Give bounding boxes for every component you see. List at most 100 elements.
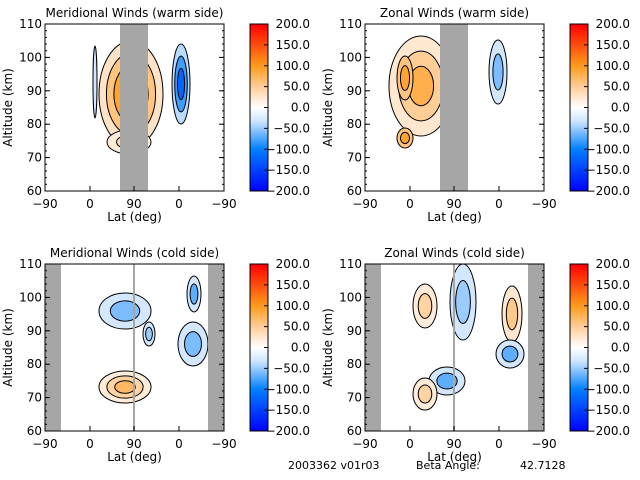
contour-negative [189, 283, 199, 305]
x-tick-label: 90 [126, 197, 141, 211]
colorbar-tick-label: 50.0 [603, 320, 630, 334]
y-tick-label: 100 [19, 290, 42, 304]
y-tick-label: 60 [347, 424, 362, 438]
colorbar-tick-label: −50.0 [273, 121, 310, 135]
x-tick-label: 0 [86, 197, 94, 211]
chart-title: Meridional Winds (cold side) [50, 246, 219, 260]
colorbar-tick-label: 200.0 [596, 17, 630, 31]
y-axis-label: Altitude (km) [321, 308, 335, 387]
colorbar-tick-label: 0.0 [611, 101, 630, 115]
colorbar-tick-label: 50.0 [283, 320, 310, 334]
y-tick-label: 80 [347, 357, 362, 371]
colorbar-tick-label: −150.0 [266, 403, 310, 417]
contour-layer [412, 264, 525, 411]
colorbar-tick-label: 150.0 [276, 38, 310, 52]
contour-positive [417, 384, 433, 404]
colorbar-tick-label: 0.0 [291, 341, 310, 355]
x-tick-label: 90 [126, 437, 141, 451]
colorbar-tick-label: 0.0 [611, 341, 630, 355]
data-gap-mask [45, 264, 61, 431]
y-tick-label: 90 [27, 84, 42, 98]
data-gap-mask [365, 264, 381, 431]
y-axis-label: Altitude (km) [321, 68, 335, 147]
colorbar-tick-label: −100.0 [266, 382, 310, 396]
contour-positive [417, 293, 433, 319]
y-tick-label: 100 [339, 290, 362, 304]
chart-title: Zonal Winds (cold side) [384, 246, 525, 260]
chart-panel: 60 70 80 90 100 110 −90 0 90 0 −90 Meridional Winds… [1, 246, 310, 464]
y-tick-label: 110 [19, 17, 42, 31]
contour-negative [176, 67, 186, 101]
contour-negative [109, 300, 141, 322]
contour-negative [492, 53, 504, 91]
y-tick-label: 90 [347, 324, 362, 338]
colorbar-tick-label: −100.0 [586, 142, 630, 156]
colorbar-tick-label: −150.0 [586, 403, 630, 417]
y-tick-label: 110 [19, 257, 42, 271]
contour-negative [552, 82, 568, 122]
colorbar-tick-label: 100.0 [596, 59, 630, 73]
contour-negative [246, 324, 250, 363]
x-tick-label: 0 [406, 437, 414, 451]
data-gap-mask [208, 264, 224, 431]
x-tick-label: −90 [211, 437, 236, 451]
chart-panel: 60 70 80 90 100 110 −90 0 90 0 −90 Zonal Winds (war… [321, 6, 630, 224]
y-tick-label: 100 [339, 50, 362, 64]
beta-angle-value: 42.7128 [520, 459, 566, 472]
x-tick-label: −90 [211, 197, 236, 211]
y-tick-label: 60 [347, 184, 362, 198]
contour-positive [399, 65, 411, 91]
contour-negative [92, 45, 98, 119]
colorbar-tick-label: −100.0 [586, 382, 630, 396]
colorbar-tick-label: −150.0 [586, 163, 630, 177]
chart-panel: 60 70 80 90 100 110 −90 0 90 0 −90 Meridional Winds… [1, 6, 310, 224]
contour-positive [399, 131, 411, 145]
colorbar-tick-label: 0.0 [291, 101, 310, 115]
y-tick-label: 60 [27, 424, 42, 438]
colorbar-tick-label: 150.0 [596, 38, 630, 52]
y-tick-label: 70 [27, 151, 42, 165]
orbit-id-label: 2003362 v01r03 [288, 459, 380, 472]
x-tick-label: 0 [86, 437, 94, 451]
x-tick-label: 0 [406, 197, 414, 211]
colorbar-tick-label: −200.0 [586, 184, 630, 198]
y-tick-label: 80 [347, 117, 362, 131]
colorbar-tick-label: 150.0 [596, 278, 630, 292]
colorbar-tick-label: 150.0 [276, 278, 310, 292]
contour-negative [436, 372, 458, 390]
x-axis-label: Lat (deg) [107, 210, 162, 224]
colorbar-tick-label: −200.0 [266, 184, 310, 198]
data-gap-mask [528, 264, 544, 431]
x-tick-label: −90 [32, 197, 57, 211]
y-tick-label: 80 [27, 357, 42, 371]
colorbar-tick-label: 200.0 [276, 17, 310, 31]
contour-positive [114, 380, 136, 394]
x-tick-label: 0 [175, 437, 183, 451]
contour-negative [501, 345, 519, 363]
chart-title: Zonal Winds (warm side) [380, 6, 529, 20]
x-tick-label: −90 [352, 437, 377, 451]
chart-panel: 60 70 80 90 100 110 −90 0 90 0 −90 Zonal Winds (col… [321, 246, 630, 464]
chart-title: Meridional Winds (warm side) [46, 6, 224, 20]
x-tick-label: 0 [495, 197, 503, 211]
x-axis-label: Lat (deg) [107, 450, 162, 464]
colorbar-tick-label: 50.0 [283, 80, 310, 94]
y-tick-label: 70 [347, 151, 362, 165]
colorbar-tick-label: 100.0 [276, 59, 310, 73]
x-tick-label: 0 [175, 197, 183, 211]
colorbar-tick-label: −150.0 [266, 163, 310, 177]
x-tick-label: −90 [531, 197, 556, 211]
x-tick-label: −90 [531, 437, 556, 451]
x-tick-label: −90 [32, 437, 57, 451]
y-tick-label: 90 [27, 324, 42, 338]
x-tick-label: −90 [352, 197, 377, 211]
x-axis-label: Lat (deg) [427, 210, 482, 224]
colorbar-tick-label: 50.0 [603, 80, 630, 94]
colorbar-tick-label: 100.0 [596, 299, 630, 313]
colorbar-tick-label: −50.0 [593, 361, 630, 375]
x-tick-label: 90 [446, 437, 461, 451]
colorbar-tick-label: −100.0 [266, 142, 310, 156]
y-tick-label: 70 [27, 391, 42, 405]
colorbar-tick-label: 200.0 [276, 257, 310, 271]
